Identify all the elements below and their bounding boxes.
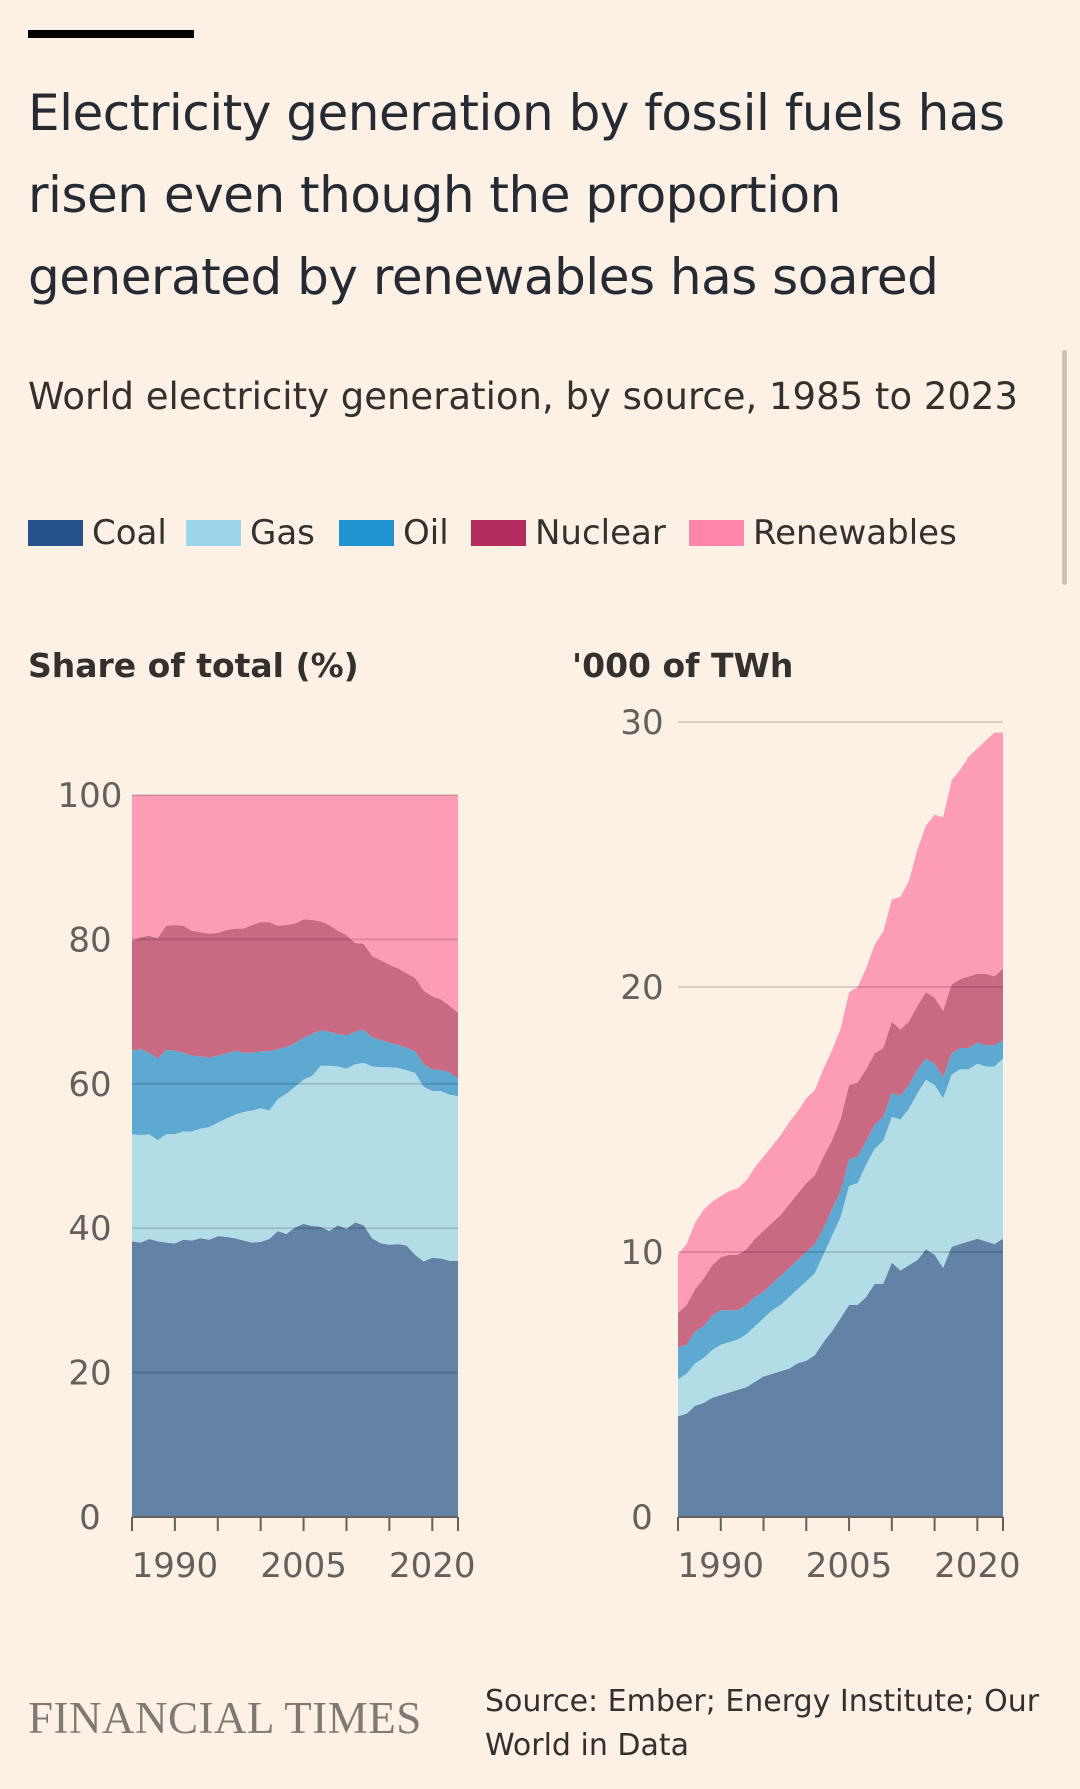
charts-canvas: 0 20 40 60 80 100 1990 2005 2020 0 10 20 30 1990 2005 2… xyxy=(58,703,1021,1586)
left-panel-label: Share of total (%) xyxy=(28,646,359,685)
area-nuclear-share xyxy=(132,919,458,1079)
area-coal-twh xyxy=(678,1238,1003,1517)
legend-label-renewables: Renewables xyxy=(753,513,957,553)
chart-twh: 0 10 20 30 1990 2005 2020 xyxy=(620,703,1020,1586)
legend-item-renewables: Renewables xyxy=(689,508,957,558)
top-accent-bar xyxy=(28,30,194,38)
legend-swatch-oil xyxy=(339,520,394,546)
x-tick-label-twh-2020: 2020 xyxy=(934,1546,1021,1586)
y-tick-label-share-100: 100 xyxy=(58,776,123,816)
area-oil-share xyxy=(132,1029,458,1141)
y-tick-label-twh-20: 20 xyxy=(620,968,663,1008)
legend-item-oil: Oil xyxy=(339,508,449,558)
legend-label-nuclear: Nuclear xyxy=(535,513,666,553)
scrollbar[interactable] xyxy=(1062,350,1067,585)
area-renewables-share xyxy=(132,795,458,1013)
y-tick-label-share-80: 80 xyxy=(68,920,111,960)
chart-share: 0 20 40 60 80 100 1990 2005 2020 xyxy=(58,776,476,1586)
legend-swatch-gas xyxy=(186,520,241,546)
legend-swatch-nuclear xyxy=(471,520,526,546)
area-nuclear-twh xyxy=(678,968,1003,1348)
y-tick-label-share-60: 60 xyxy=(68,1065,111,1105)
chart-subtitle: World electricity generation, by source,… xyxy=(28,375,1019,418)
source-note: Source: Ember; Energy Institute; Our Wor… xyxy=(485,1684,1040,1763)
y-tick-label-twh-0: 0 xyxy=(631,1498,653,1538)
chart-title: Electricity generation by fossil fuels h… xyxy=(28,84,1005,306)
y-tick-label-share-20: 20 xyxy=(68,1354,111,1394)
area-oil-twh xyxy=(678,1040,1003,1380)
area-coal-share xyxy=(132,1222,458,1517)
legend-item-coal: Coal xyxy=(28,508,167,558)
legend-label-oil: Oil xyxy=(403,513,449,553)
legend-item-nuclear: Nuclear xyxy=(471,508,666,558)
area-gas-share xyxy=(132,1062,458,1262)
y-tick-label-twh-30: 30 xyxy=(620,703,663,743)
legend-swatch-coal xyxy=(28,520,83,546)
x-tick-label-share-2020: 2020 xyxy=(389,1546,476,1586)
legend-swatch-renewables xyxy=(689,520,744,546)
y-tick-label-share-0: 0 xyxy=(79,1498,101,1538)
y-tick-label-twh-10: 10 xyxy=(620,1233,663,1273)
area-renewables-twh xyxy=(678,732,1003,1313)
x-tick-label-share-2005: 2005 xyxy=(260,1546,347,1586)
area-gas-twh xyxy=(678,1058,1003,1417)
legend-label-coal: Coal xyxy=(92,513,167,553)
right-panel-label: '000 of TWh xyxy=(572,646,794,685)
x-tick-label-twh-1990: 1990 xyxy=(677,1546,764,1586)
x-tick-label-share-1990: 1990 xyxy=(132,1546,219,1586)
ft-logo: FINANCIAL TIMES xyxy=(28,1693,422,1743)
legend-item-gas: Gas xyxy=(186,508,315,558)
y-tick-label-share-40: 40 xyxy=(68,1209,111,1249)
legend: Coal Gas Oil Nuclear Renewables xyxy=(28,508,1028,558)
x-tick-label-twh-2005: 2005 xyxy=(806,1546,893,1586)
legend-label-gas: Gas xyxy=(250,513,315,553)
